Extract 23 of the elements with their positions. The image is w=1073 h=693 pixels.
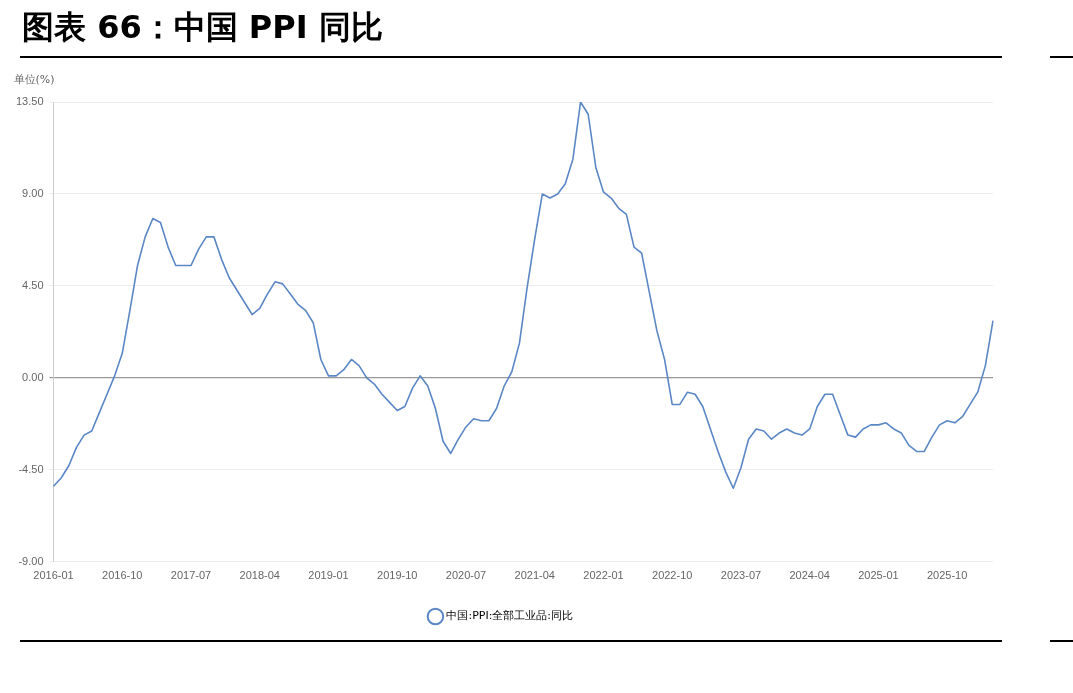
x-tick-label: 2023-07 bbox=[720, 569, 762, 582]
x-tick-label: 2025-10 bbox=[926, 569, 968, 582]
chart-title: 图表 66：中国 PPI 同比 bbox=[22, 7, 383, 48]
x-tick-label: 2019-01 bbox=[308, 569, 349, 582]
y-tick-label: 9.00 bbox=[22, 186, 44, 199]
y-tick-label: 0.00 bbox=[22, 370, 44, 383]
x-tick-label: 2022-10 bbox=[652, 569, 693, 582]
y-axis-title: 单位(%) bbox=[13, 73, 55, 87]
x-tick-label: 2025-01 bbox=[858, 569, 899, 582]
legend-label: 中国:PPI:全部工业品:同比 bbox=[446, 609, 574, 623]
x-tick-label: 2019-10 bbox=[377, 569, 418, 582]
x-tick-label: 2016-01 bbox=[33, 569, 74, 582]
x-tick-label: 2022-01 bbox=[583, 569, 624, 582]
x-tick-label: 2018-04 bbox=[239, 569, 280, 582]
x-tick-label: 2021-04 bbox=[514, 569, 555, 582]
x-tick-label: 2017-07 bbox=[170, 569, 212, 582]
x-tick-label: 2020-07 bbox=[445, 569, 487, 582]
y-tick-label: 13.50 bbox=[16, 95, 44, 108]
x-tick-label: 2024-04 bbox=[789, 569, 830, 582]
y-tick-label: 4.50 bbox=[22, 278, 44, 291]
x-tick-label: 2016-10 bbox=[102, 569, 143, 582]
y-tick-label: -9.00 bbox=[18, 554, 44, 567]
y-tick-label: -4.50 bbox=[18, 462, 44, 475]
